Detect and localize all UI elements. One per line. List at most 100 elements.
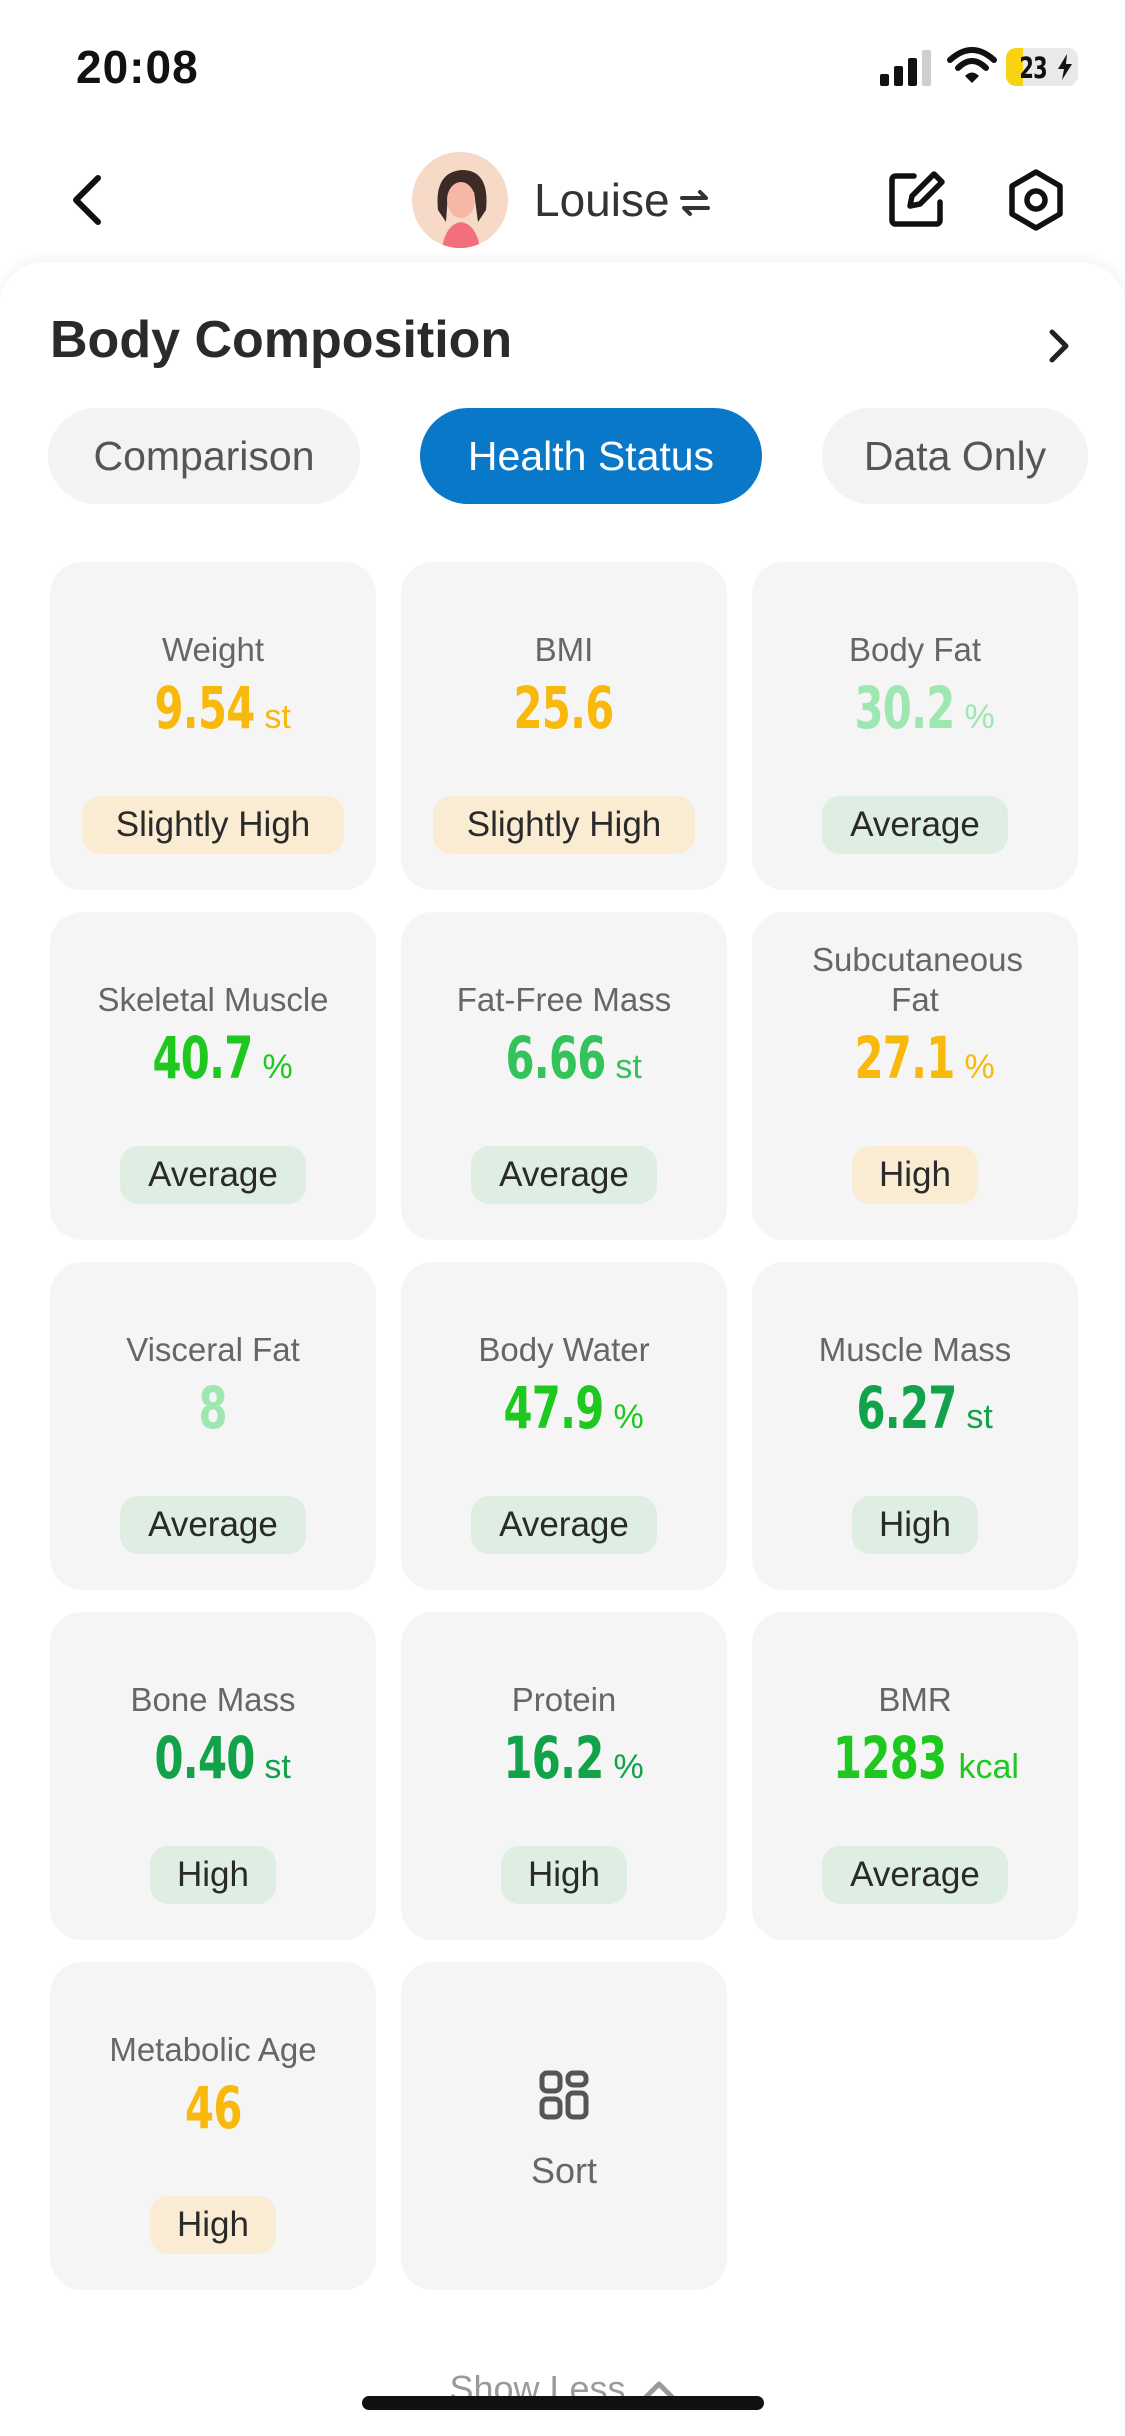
profile-switcher[interactable]: Louise	[412, 150, 712, 250]
section-title: Body Composition	[50, 311, 513, 369]
metric-number: 46	[184, 2074, 242, 2142]
metric-value: 46	[50, 2074, 376, 2142]
metric-label: Weight	[161, 631, 265, 668]
metric-number: 47.9	[503, 1374, 605, 1442]
profile-name: Louise	[534, 174, 670, 226]
cellular-signal-icon	[880, 50, 931, 86]
metric-unit: %	[964, 698, 995, 736]
status-badge: Average	[471, 1146, 657, 1204]
metric-number: 16.2	[503, 1724, 605, 1792]
metric-value: 6.66 st	[401, 1024, 727, 1092]
avatar	[412, 152, 508, 248]
metric-card-fat-free-mass[interactable]: Fat-Free Mass 6.66 st Average	[401, 912, 727, 1240]
status-badge: Average	[120, 1496, 306, 1554]
status-badge: High	[852, 1146, 978, 1204]
metric-unit: %	[262, 1048, 293, 1086]
metric-label: Skeletal Muscle	[97, 981, 329, 1018]
metric-number: 6.66	[505, 1024, 607, 1092]
status-bar: 20:08 23	[0, 0, 1125, 130]
metric-label: Subcutaneous Fat	[812, 941, 1024, 1018]
metric-number: 27.1	[854, 1024, 956, 1092]
metric-number: 9.54	[154, 674, 256, 742]
metric-label: Metabolic Age	[109, 2031, 317, 2068]
metric-unit: st	[264, 698, 291, 736]
chevron-right-icon[interactable]	[1040, 318, 1080, 374]
metric-unit: %	[613, 1398, 644, 1436]
metric-card-subcutaneous-fat[interactable]: Subcutaneous Fat 27.1% High	[752, 912, 1078, 1240]
metric-value: 8	[50, 1374, 376, 1442]
metric-label: Visceral Fat	[126, 1331, 300, 1368]
edit-icon[interactable]	[884, 168, 948, 232]
metric-unit: st	[615, 1048, 642, 1086]
metric-card-protein[interactable]: Protein 16.2% High	[401, 1612, 727, 1940]
status-badge: Slightly High	[433, 796, 695, 854]
metric-value: 40.7%	[50, 1024, 376, 1092]
metric-card-bmr[interactable]: BMR 1283 kcal Average	[752, 1612, 1078, 1940]
metric-unit: st	[264, 1748, 291, 1786]
chevron-up-icon	[643, 2381, 675, 2400]
metric-unit: kcal	[958, 1748, 1019, 1786]
metric-card-visceral-fat[interactable]: Visceral Fat 8 Average	[50, 1262, 376, 1590]
metric-number: 0.40	[154, 1724, 256, 1792]
metric-label: Fat-Free Mass	[456, 981, 672, 1018]
metric-number: 40.7	[152, 1024, 254, 1092]
status-badge: High	[852, 1496, 978, 1554]
metric-card-skeletal-muscle[interactable]: Skeletal Muscle 40.7% Average	[50, 912, 376, 1240]
metric-number: 1283	[833, 1724, 947, 1792]
metric-label: Protein	[511, 1681, 617, 1718]
metric-value: 0.40 st	[50, 1724, 376, 1792]
metric-value: 47.9%	[401, 1374, 727, 1442]
metric-number: 25.6	[513, 674, 615, 742]
metric-unit: st	[966, 1398, 993, 1436]
metric-value: 1283 kcal	[752, 1724, 1078, 1792]
metric-value: 25.6	[401, 674, 727, 742]
metric-card-bmi[interactable]: BMI 25.6 Slightly High	[401, 562, 727, 890]
metric-label: BMI	[534, 631, 594, 668]
sort-label: Sort	[530, 2150, 598, 2191]
tab-health-status[interactable]: Health Status	[420, 408, 762, 504]
settings-icon[interactable]	[1004, 168, 1068, 232]
home-indicator	[362, 2396, 764, 2410]
metric-label: BMR	[878, 1681, 952, 1718]
metric-label: Muscle Mass	[818, 1331, 1012, 1368]
metric-card-bone-mass[interactable]: Bone Mass 0.40 st High	[50, 1612, 376, 1940]
tab-label: Comparison	[93, 432, 315, 479]
status-badge: Average	[822, 1846, 1008, 1904]
metric-unit: %	[964, 1048, 995, 1086]
metric-value: 6.27 st	[752, 1374, 1078, 1442]
metric-number: 6.27	[856, 1374, 958, 1442]
metric-card-muscle-mass[interactable]: Muscle Mass 6.27 st High	[752, 1262, 1078, 1590]
wifi-icon	[947, 47, 997, 83]
metric-card-body-water[interactable]: Body Water 47.9% Average	[401, 1262, 727, 1590]
status-time: 20:08	[76, 41, 199, 93]
status-badge: Average	[120, 1146, 306, 1204]
metric-label: Bone Mass	[130, 1681, 296, 1718]
profile-header: Louise	[0, 130, 1125, 270]
metric-label: Body Water	[478, 1331, 650, 1368]
status-badge: High	[150, 1846, 276, 1904]
metric-card-body-fat[interactable]: Body Fat 30.2% Average	[752, 562, 1078, 890]
status-badge: Slightly High	[82, 796, 344, 854]
battery-level: 23	[1019, 51, 1047, 85]
metric-value: 9.54 st	[50, 674, 376, 742]
swap-icon	[679, 190, 710, 216]
metric-card-metabolic-age[interactable]: Metabolic Age 46 High	[50, 1962, 376, 2290]
sort-button[interactable]: Sort	[401, 1962, 727, 2290]
metric-value: 16.2%	[401, 1724, 727, 1792]
metric-label: Body Fat	[848, 631, 982, 668]
battery-charging-icon: 23	[1006, 48, 1078, 86]
status-badge: High	[150, 2196, 276, 2254]
metric-value: 30.2%	[752, 674, 1078, 742]
metric-card-weight[interactable]: Weight 9.54 st Slightly High	[50, 562, 376, 890]
metric-value: 27.1%	[752, 1024, 1078, 1092]
tab-label: Health Status	[467, 432, 715, 479]
body-composition-panel: Body Composition Comparison Health Statu…	[0, 262, 1125, 2436]
metric-number: 30.2	[854, 674, 956, 742]
tab-comparison[interactable]: Comparison	[48, 408, 360, 504]
status-badge: Average	[822, 796, 1008, 854]
status-badge: Average	[471, 1496, 657, 1554]
sort-icon	[539, 2070, 589, 2120]
tab-data-only[interactable]: Data Only	[822, 408, 1088, 504]
back-icon[interactable]	[60, 168, 120, 232]
metric-unit: %	[613, 1748, 644, 1786]
